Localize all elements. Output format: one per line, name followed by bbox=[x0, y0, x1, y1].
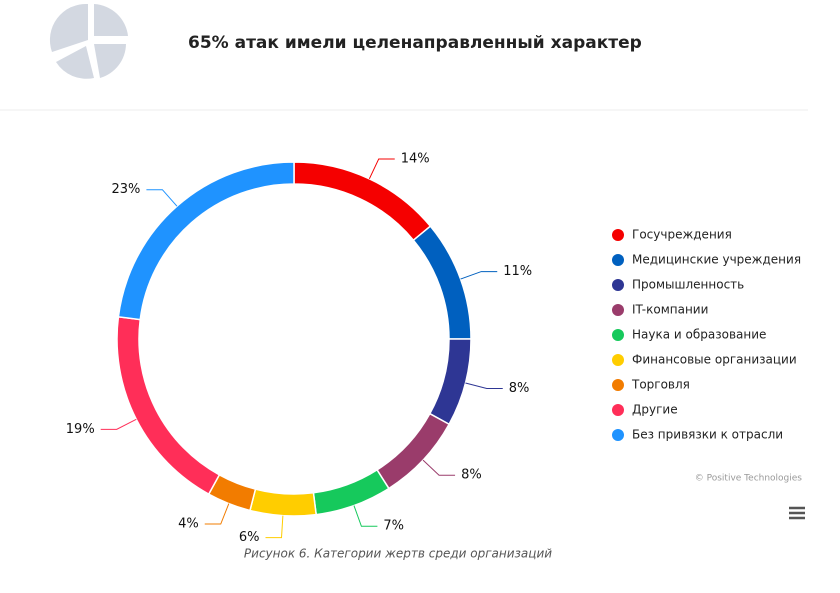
data-label: 11% bbox=[503, 264, 532, 279]
legend-swatch bbox=[612, 279, 624, 291]
donut-segment bbox=[376, 412, 451, 490]
data-label: 23% bbox=[111, 182, 140, 197]
leader-line bbox=[422, 459, 456, 476]
header-icon bbox=[49, 3, 128, 79]
legend-swatch bbox=[612, 329, 624, 341]
source: © Positive Technologies bbox=[695, 474, 803, 484]
legend-swatch bbox=[612, 404, 624, 416]
legend-label: Торговля bbox=[631, 378, 690, 392]
legend-label: Промышленность bbox=[632, 278, 744, 292]
donut-segment bbox=[412, 225, 472, 340]
legend-label: Наука и образование bbox=[632, 328, 766, 342]
legend-label: Госучреждения bbox=[632, 228, 732, 242]
leader-line bbox=[100, 418, 137, 430]
data-label: 14% bbox=[401, 151, 430, 166]
leader-line bbox=[146, 189, 178, 207]
legend-swatch bbox=[612, 254, 624, 266]
legend-label: Медицинские учреждения bbox=[632, 253, 801, 267]
caption: Рисунок 6. Категории жертв среди организ… bbox=[244, 547, 552, 561]
legend-label: Без привязки к отрасли bbox=[632, 428, 783, 442]
data-label: 7% bbox=[383, 519, 404, 534]
chart-title: 65% атак имели целенаправленный характер bbox=[188, 33, 642, 53]
legend-label: Другие bbox=[632, 403, 678, 417]
legend-swatch bbox=[612, 429, 624, 441]
legend-label: Финансовые организации bbox=[632, 353, 797, 367]
legend-swatch bbox=[612, 379, 624, 391]
legend-swatch bbox=[612, 304, 624, 316]
leader-line bbox=[465, 382, 503, 389]
donut-segment bbox=[249, 488, 318, 517]
legend-swatch bbox=[612, 354, 624, 366]
legend-swatch bbox=[612, 229, 624, 241]
leader-line bbox=[265, 515, 284, 539]
donut-segment bbox=[293, 161, 432, 242]
data-label: 8% bbox=[461, 468, 482, 483]
leader-line bbox=[353, 505, 378, 527]
donut-segment bbox=[312, 468, 390, 516]
donut-segment bbox=[428, 338, 472, 426]
menu-button[interactable] bbox=[789, 506, 805, 520]
data-label: 4% bbox=[178, 517, 199, 532]
data-label: 6% bbox=[239, 530, 260, 545]
leader-line bbox=[368, 158, 395, 180]
legend-label: IT-компании bbox=[632, 303, 708, 317]
donut-segment bbox=[116, 315, 221, 496]
donut-segment bbox=[117, 161, 295, 321]
leader-line bbox=[204, 503, 230, 525]
data-label: 8% bbox=[509, 381, 530, 396]
leader-line bbox=[460, 271, 498, 280]
data-label: 19% bbox=[66, 422, 95, 437]
